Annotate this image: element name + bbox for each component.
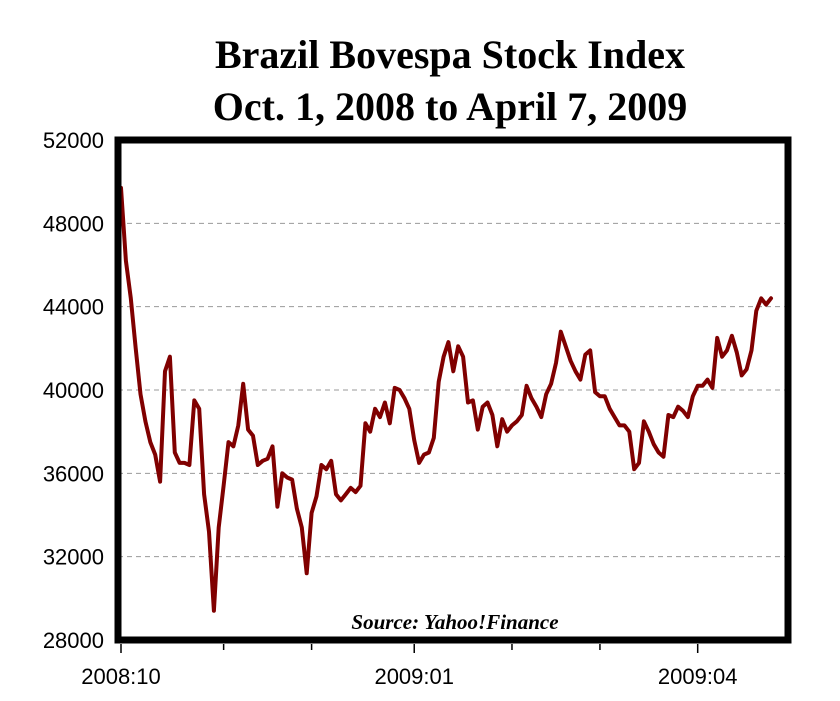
gridlines — [118, 222, 788, 558]
y-tick-label: 52000 — [43, 128, 104, 153]
x-tick-label: 2009:04 — [658, 664, 738, 689]
source-annotation: Source: Yahoo!Finance — [351, 610, 558, 634]
chart-title: Brazil Bovespa Stock Index — [215, 32, 685, 77]
y-tick-label: 44000 — [43, 295, 104, 320]
y-tick-label: 48000 — [43, 211, 104, 236]
x-tick-label: 2009:01 — [374, 664, 454, 689]
plot-frame — [114, 136, 792, 644]
x-axis: 2008:10 2009:01 2009:04 — [81, 644, 737, 689]
x-tick-label: 2008:10 — [81, 664, 161, 689]
chart-subtitle: Oct. 1, 2008 to April 7, 2009 — [213, 84, 687, 129]
y-axis: 52000 48000 44000 40000 36000 32000 28000 — [43, 128, 104, 653]
series-line-bovespa — [119, 185, 773, 613]
y-tick-label: 32000 — [43, 545, 104, 570]
y-tick-label: 40000 — [43, 378, 104, 403]
y-tick-label: 28000 — [43, 628, 104, 653]
y-tick-label: 36000 — [43, 461, 104, 486]
